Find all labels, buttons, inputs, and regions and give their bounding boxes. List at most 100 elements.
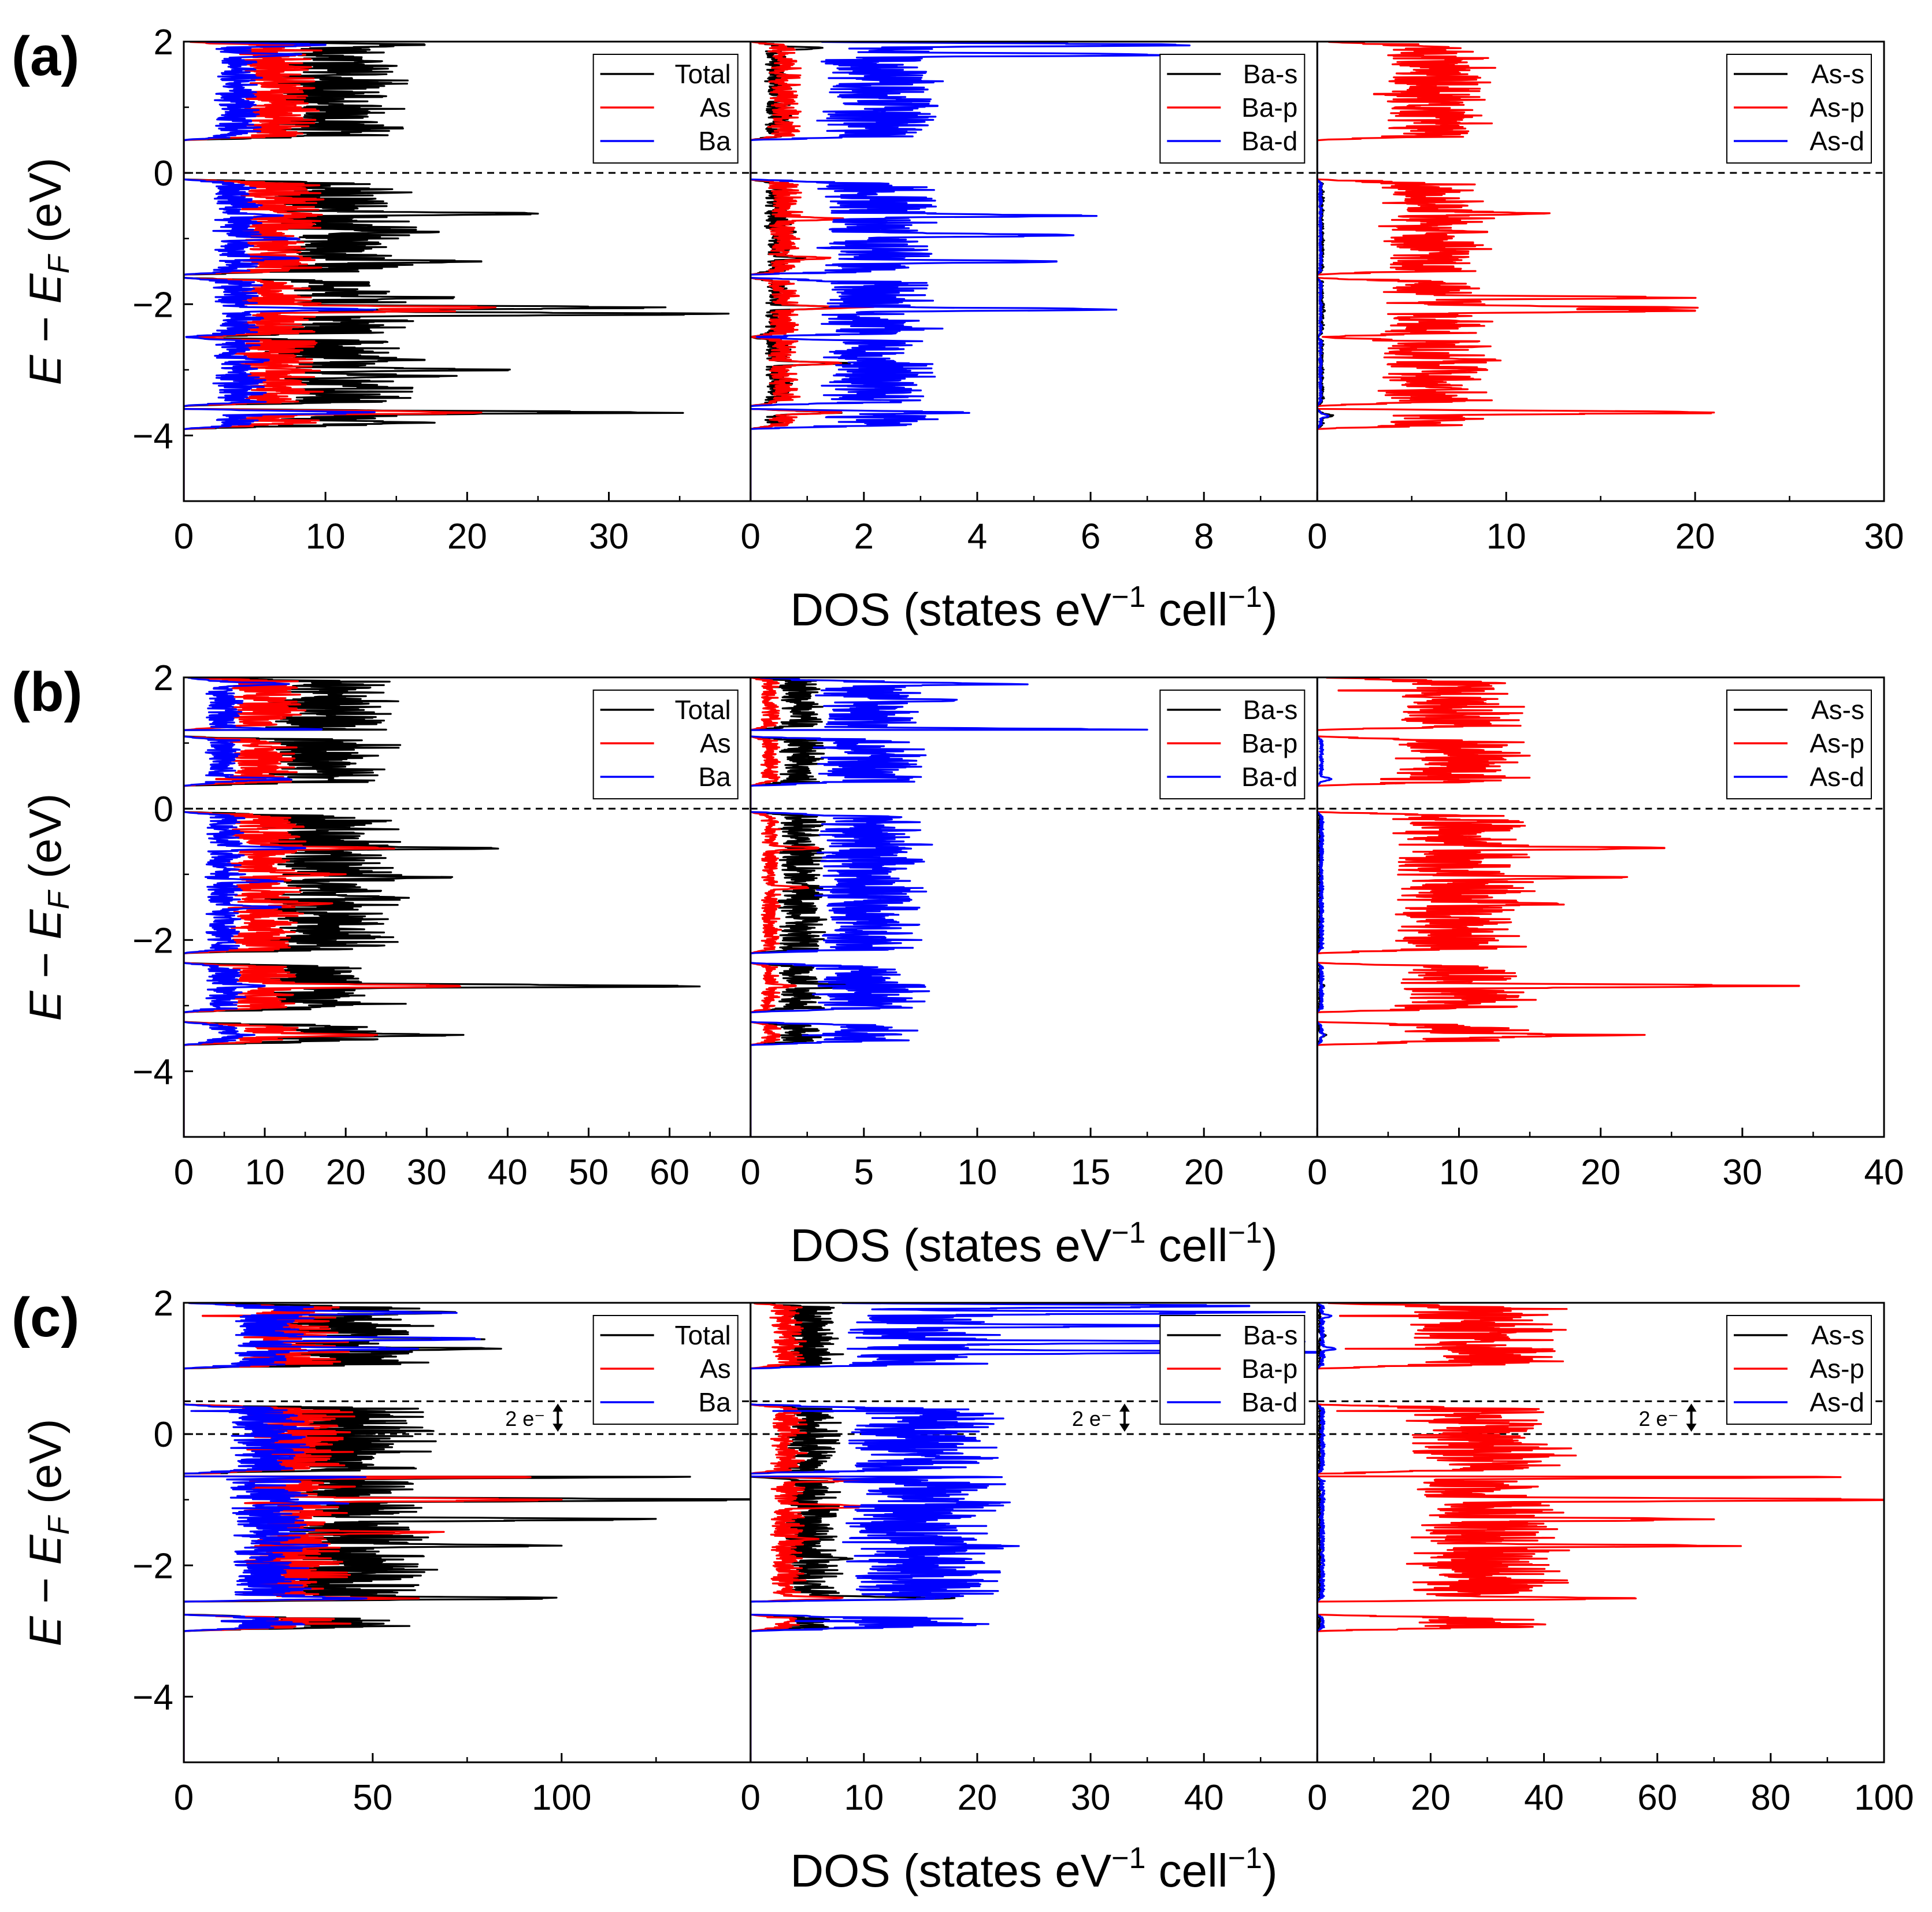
legend-entry: As-s (1811, 695, 1864, 725)
y-axis-label: E − EF (eV) (20, 158, 76, 386)
series-ba-line (184, 42, 377, 501)
legend-entry: Ba (698, 126, 731, 156)
x-tick-label: 20 (957, 1778, 997, 1818)
panel-a: (a) E − EF (eV) −4 −2 0 2 DOS (states eV−1 cel… (12, 23, 1904, 635)
legend: As-sAs-pAs-d (1726, 1315, 1872, 1425)
series-as-line (184, 1303, 563, 1762)
x-tick-label: 40 (1524, 1778, 1564, 1818)
plot-area (184, 1303, 751, 1762)
series-ba-line (184, 1303, 481, 1762)
legend-box (592, 690, 739, 799)
x-tick-label: 40 (1864, 1153, 1904, 1192)
x-tick-label: 40 (488, 1153, 528, 1192)
legend: Ba-sBa-p Ba-d (1159, 690, 1306, 799)
plot-area (1317, 42, 1884, 501)
x-tick-label: 20 (1411, 1778, 1451, 1818)
x-tick-label: 2 (854, 517, 874, 557)
x-tick-label: 30 (1722, 1153, 1762, 1192)
x-tick-label: 0 (174, 517, 194, 557)
series-total-line (184, 677, 701, 1137)
legend-entry: As-s (1811, 59, 1864, 89)
y-axis-label: E − EF (eV) (20, 794, 76, 1021)
y-tick-label: 0 (154, 154, 173, 194)
legend-entry: Ba-s (1243, 1320, 1298, 1350)
legend-box (1159, 54, 1306, 164)
plot-area (184, 42, 751, 501)
legend-entry: As-d (1809, 762, 1864, 792)
x-tick-label: 10 (306, 517, 346, 557)
x-tick-label: 60 (1637, 1778, 1677, 1818)
x-tick-label: 4 (967, 517, 987, 557)
x-tick-label: 0 (174, 1778, 194, 1818)
legend-entry: As-s (1811, 1320, 1864, 1350)
plot-area (1317, 1303, 1884, 1762)
legend-entry: As-p (1809, 728, 1864, 758)
series-ba-line (184, 677, 323, 1137)
y-tick-label: −4 (132, 416, 173, 456)
x-tick-label: 30 (1864, 517, 1904, 557)
electron-annotation: 2 e⁻ (505, 1407, 545, 1431)
legend-entry: As-d (1809, 1387, 1864, 1417)
x-tick-label: 0 (1307, 1153, 1327, 1192)
legend-entry: Total (674, 695, 730, 725)
arrow-head-up (1686, 1403, 1697, 1412)
x-tick-label: 0 (740, 1778, 760, 1818)
plot-area (750, 42, 1318, 501)
y-tick-label: 2 (154, 1284, 173, 1324)
legend-entry: As-p (1809, 92, 1864, 123)
y-tick-label: −2 (132, 921, 173, 961)
series-as-s-line (1317, 1303, 1327, 1762)
y-axis-label: E − EF (eV) (20, 1419, 76, 1647)
series-ba-d-line (750, 42, 1191, 501)
panel-label: (c) (12, 1287, 79, 1348)
y-tick-label: −2 (132, 285, 173, 325)
series-total-line (184, 42, 730, 501)
x-tick-label: 100 (532, 1778, 591, 1818)
electron-annotation: 2 e⁻ (1072, 1407, 1112, 1431)
legend-box (1726, 690, 1872, 799)
legend-entry: Ba-p (1241, 728, 1297, 758)
x-tick-label: 6 (1081, 517, 1100, 557)
series-as-p-line (1317, 42, 1715, 501)
x-tick-label: 20 (1581, 1153, 1620, 1192)
y-tick-label: −4 (132, 1677, 173, 1717)
legend: As-sAs-pAs-d (1726, 54, 1872, 164)
x-tick-label: 50 (569, 1153, 609, 1192)
legend-entry: Ba-p (1241, 1354, 1297, 1384)
x-tick-label: 10 (844, 1778, 884, 1818)
electron-annotation: 2 e⁻ (1639, 1407, 1679, 1431)
y-tick-label: 0 (154, 790, 173, 829)
x-axis-label: DOS (states eV−1 cell−1) (790, 1216, 1277, 1271)
panel-b: (b) E − EF (eV) −4 −2 0 2 DOS (states eV−1 cel… (12, 658, 1904, 1271)
x-axis-label: DOS (states eV−1 cell−1) (790, 580, 1277, 635)
legend-entry: As-d (1809, 126, 1864, 156)
legend: As-sAs-p As-d (1726, 690, 1872, 799)
legend-entry: Ba-s (1243, 695, 1298, 725)
x-tick-label: 20 (1675, 517, 1715, 557)
subplot-2: 0 5 10 15 20 Ba-sBa-p Ba-d (740, 676, 1318, 1192)
legend-entry: As (700, 1354, 731, 1384)
arrow-head-down (1686, 1424, 1697, 1432)
arrow-head-up (1119, 1403, 1130, 1412)
series-total-line (184, 1303, 751, 1762)
panel-label: (a) (12, 25, 79, 87)
x-tick-label: 5 (854, 1153, 874, 1192)
series-as-d-line (1317, 1303, 1337, 1762)
arrow-head-up (552, 1403, 563, 1412)
x-tick-label: 0 (740, 517, 760, 557)
x-tick-label: 0 (174, 1153, 194, 1192)
series-ba-p-line (750, 42, 875, 501)
arrow-head-down (552, 1424, 563, 1432)
x-tick-label: 0 (740, 1153, 760, 1192)
x-tick-label: 30 (589, 517, 629, 557)
x-tick-label: 10 (245, 1153, 285, 1192)
legend-box (1159, 1315, 1306, 1425)
x-tick-label: 80 (1751, 1778, 1790, 1818)
plot-area (1317, 677, 1884, 1137)
